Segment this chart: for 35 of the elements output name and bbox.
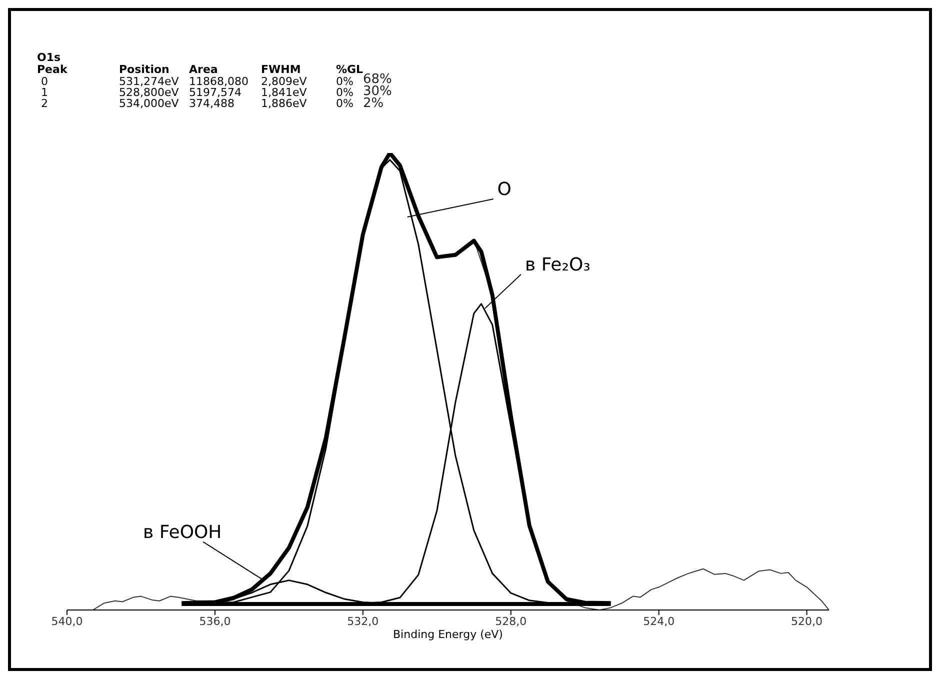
text: 0% xyxy=(336,97,354,110)
x-tick-label: 520,0 xyxy=(791,614,823,628)
text: O1s xyxy=(37,51,62,64)
text: 528,800eV xyxy=(119,86,180,99)
callout: в FeOOH xyxy=(143,522,264,580)
text: 11868,080 xyxy=(189,75,248,88)
text: 5197,574 xyxy=(189,86,242,99)
text: 534,000eV xyxy=(119,97,180,110)
annotation: в Fe₂O₃ xyxy=(524,254,590,276)
text: 2% xyxy=(363,96,384,111)
annotation: в FeOOH xyxy=(143,522,222,543)
text: 0% xyxy=(336,75,354,88)
text: %GL xyxy=(336,63,364,76)
text: Position xyxy=(119,63,170,76)
text: 2 xyxy=(41,97,48,110)
text: 1,886eV xyxy=(261,97,308,110)
text: 1 xyxy=(41,86,48,99)
text: 2,809eV xyxy=(261,75,308,88)
text: Area xyxy=(189,63,218,76)
text: 1,841eV xyxy=(261,86,308,99)
callout: в Fe₂O₃ xyxy=(484,254,590,309)
text: 0 xyxy=(41,75,48,88)
callout: O xyxy=(406,178,512,218)
text: Peak xyxy=(37,63,68,76)
x-tick-label: 532,0 xyxy=(347,614,379,628)
x-tick-label: 540,0 xyxy=(51,614,83,628)
text: 531,274eV xyxy=(119,75,180,88)
text: FWHM xyxy=(261,63,301,76)
text: 0% xyxy=(336,86,354,99)
x-tick-label: 536,0 xyxy=(199,614,231,628)
x-tick-label: 524,0 xyxy=(643,614,675,628)
x-tick-label: 528,0 xyxy=(495,614,527,628)
x-axis-title: Binding Energy (eV) xyxy=(393,628,503,641)
text: 374,488 xyxy=(189,97,234,110)
annotation: O xyxy=(497,178,512,200)
